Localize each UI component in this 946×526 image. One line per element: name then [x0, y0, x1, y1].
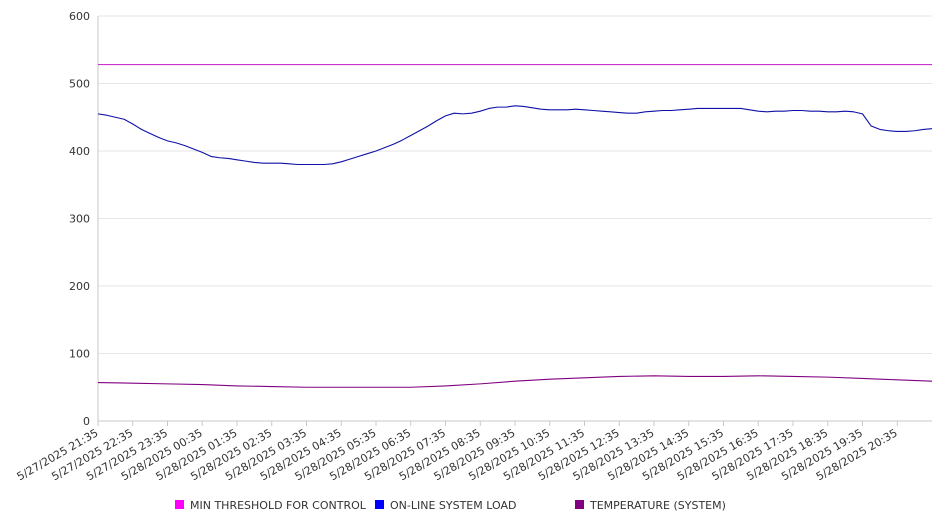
- legend-swatch: [575, 500, 584, 509]
- y-tick-label: 100: [69, 348, 90, 361]
- y-tick-label: 600: [69, 10, 90, 23]
- y-tick-label: 200: [69, 280, 90, 293]
- y-tick-label: 300: [69, 213, 90, 226]
- legend-swatch: [375, 500, 384, 509]
- x-axis-tick-labels: 5/27/2025 21:355/27/2025 22:355/27/2025 …: [15, 426, 900, 483]
- y-axis-tick-labels: 0 100 200 300 400 500 600: [69, 10, 90, 428]
- legend-label: ON-LINE SYSTEM LOAD: [390, 499, 516, 512]
- legend-label: TEMPERATURE (SYSTEM): [589, 499, 726, 512]
- legend: MIN THRESHOLD FOR CONTROL ON-LINE SYSTEM …: [175, 499, 726, 512]
- y-tick-label: 400: [69, 145, 90, 158]
- legend-label: MIN THRESHOLD FOR CONTROL: [190, 499, 367, 512]
- y-tick-label: 0: [83, 415, 90, 428]
- legend-swatch: [175, 500, 184, 509]
- grid-lines: [98, 15, 932, 354]
- series-line-2: [97, 375, 933, 388]
- axes: [97, 16, 932, 426]
- series-line-1: [97, 105, 933, 166]
- y-tick-label: 500: [69, 78, 90, 91]
- series-lines: [97, 64, 933, 388]
